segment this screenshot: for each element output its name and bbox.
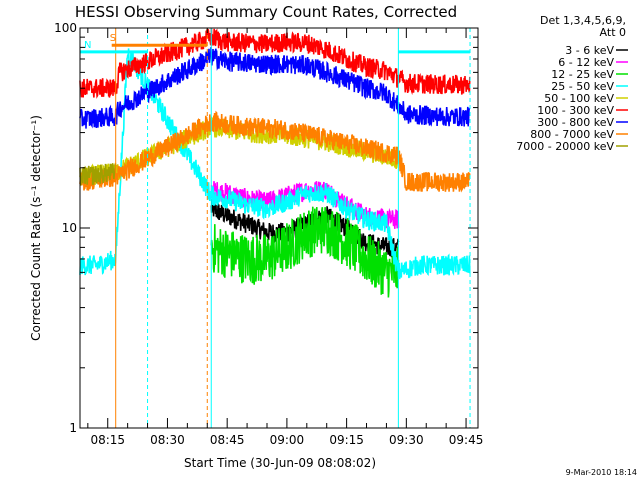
series-line-5 (79, 28, 471, 99)
x-axis-label: Start Time (30-Jun-09 08:08:02) (184, 456, 376, 470)
x-tick-label: 09:15 (329, 433, 364, 447)
series-line-8 (79, 163, 117, 186)
x-tick-label: 09:00 (270, 433, 305, 447)
y-axis-label: Corrected Count Rate (s⁻¹ detector⁻¹) (29, 115, 43, 341)
legend-label: 25 - 50 keV (551, 80, 614, 93)
x-tick-label: 09:30 (389, 433, 424, 447)
series-line-7 (79, 110, 471, 193)
legend-label: 3 - 6 keV (565, 44, 614, 57)
x-tick-label: 09:45 (449, 433, 484, 447)
legend-header: Det 1,3,4,5,6,9, (540, 14, 626, 27)
legend-label: 800 - 7000 keV (530, 128, 614, 141)
series-line-3 (79, 48, 471, 280)
y-tick-label: 1 (69, 421, 77, 435)
data-layer: SN (79, 28, 471, 428)
x-tick-label: 08:45 (210, 433, 245, 447)
series-line-2 (210, 206, 400, 298)
y-tick-label: 10 (62, 221, 77, 235)
legend-label: 300 - 800 keV (537, 116, 614, 129)
x-tick-label: 08:30 (150, 433, 185, 447)
legend-label: 7000 - 20000 keV (516, 140, 614, 153)
legend-label: 12 - 25 keV (551, 68, 614, 81)
flag-label-N: N (84, 40, 91, 51)
chart-title: HESSI Observing Summary Count Rates, Cor… (75, 3, 457, 21)
legend-label: 50 - 100 keV (544, 92, 614, 105)
legend-header: Att 0 (600, 26, 626, 39)
y-tick-label: 100 (54, 21, 77, 35)
flag-label-S: S (110, 33, 116, 44)
axes-layer: 1 10 100 08:15 08:30 08:45 09:00 09:15 09:30 09:4… (54, 21, 483, 447)
timestamp: 9-Mar-2010 18:14 (566, 468, 637, 477)
x-tick-label: 08:15 (90, 433, 125, 447)
legend-label: 6 - 12 keV (558, 56, 614, 69)
legend-label: 100 - 300 keV (537, 104, 614, 117)
series-line-6 (79, 47, 471, 129)
